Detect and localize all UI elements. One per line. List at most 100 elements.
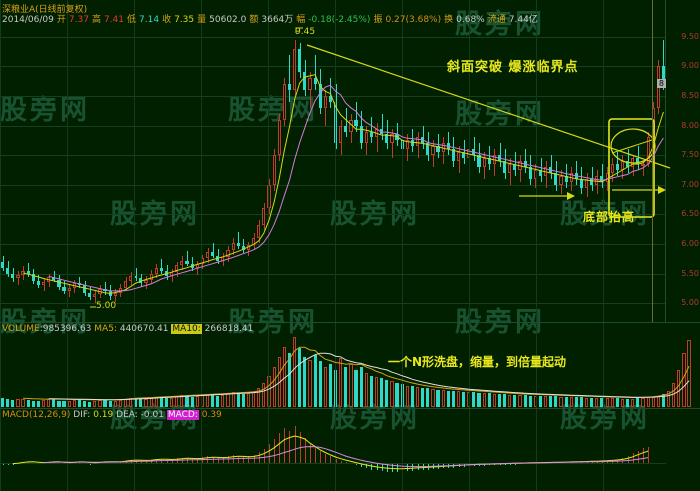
grid-line-vertical xyxy=(268,323,269,409)
macd-dea-label: DEA: xyxy=(116,410,138,420)
volume-bar xyxy=(195,396,199,407)
volume-bar xyxy=(170,397,174,407)
grid-line-vertical xyxy=(268,409,269,491)
grid-line-vertical xyxy=(469,409,470,491)
price-panel: 9.50 9.00 8.50 8.00 7.50 7.00 6.50 6.00 5.50 5.00… xyxy=(0,0,700,322)
volume-bar xyxy=(16,399,20,407)
price-axis[interactable]: 9.50 9.00 8.50 8.00 7.50 7.00 6.50 6.00 5.50 5.00 xyxy=(666,0,700,322)
candle-body xyxy=(544,167,548,176)
candle-body xyxy=(231,242,235,250)
candle-wick xyxy=(382,113,383,141)
macd-histogram-bar xyxy=(305,438,306,463)
macd-panel xyxy=(0,408,700,491)
candle-body xyxy=(482,158,486,168)
candle-body xyxy=(175,265,179,273)
candle-wick xyxy=(371,116,372,144)
candle-body xyxy=(451,149,455,162)
quote-field-label: 流通 xyxy=(487,15,506,25)
volume-bar xyxy=(354,369,358,407)
volume-bar xyxy=(677,369,681,407)
volume-bar xyxy=(631,398,635,407)
price-axis-tick: 5.00 xyxy=(681,298,699,308)
volume-bar xyxy=(369,375,374,407)
volume-bar xyxy=(318,361,322,407)
volume-bar xyxy=(503,394,507,407)
candle-body xyxy=(354,119,358,126)
volume-bar xyxy=(47,399,51,407)
candle-body xyxy=(129,275,133,281)
candle-body xyxy=(47,277,51,282)
grid-line-vertical xyxy=(201,323,202,409)
candle-body xyxy=(26,270,30,274)
volume-bar xyxy=(113,400,117,407)
candle-wick xyxy=(643,160,644,177)
candle-body xyxy=(497,155,502,162)
macd-histogram-bar xyxy=(382,463,383,472)
candle-body xyxy=(149,273,153,280)
grid-line-vertical xyxy=(201,0,202,322)
candle-body xyxy=(646,137,650,165)
macd-dif-label: DIF: xyxy=(73,410,91,420)
candle-body xyxy=(144,279,148,284)
candle-body xyxy=(415,137,420,147)
candle-body xyxy=(1,261,5,268)
volume-bar xyxy=(211,394,215,407)
candle-body xyxy=(185,260,189,265)
grid-line-vertical xyxy=(201,409,202,491)
candle-body xyxy=(241,246,245,250)
grid-line-vertical xyxy=(603,323,604,409)
candle-body xyxy=(226,249,230,257)
volume-bar xyxy=(508,394,512,407)
macd-histogram-bar xyxy=(310,443,311,463)
candle-body xyxy=(262,208,266,226)
candle-body xyxy=(118,287,122,293)
candle-body xyxy=(554,172,558,185)
grid-line-vertical xyxy=(536,0,537,322)
volume-name: VOLUME xyxy=(2,324,40,334)
candle-body xyxy=(374,128,379,138)
price-axis-tick: 7.00 xyxy=(681,179,699,189)
macd-histogram-bar xyxy=(3,463,4,466)
chart-title: 深粮业A(日线前复权) xyxy=(2,5,88,15)
volume-bar xyxy=(472,392,476,407)
macd-histogram-bar xyxy=(300,432,301,463)
candle-body xyxy=(52,277,56,280)
quote-field-value: -0.18(-2.45%) xyxy=(308,15,371,25)
candle-body xyxy=(41,281,46,286)
macd-histogram-bar xyxy=(315,446,316,463)
macd-histogram-bar xyxy=(289,430,290,463)
grid-line-vertical xyxy=(67,323,68,409)
quote-field-label: 收 xyxy=(162,15,172,25)
volume-bar xyxy=(672,382,676,407)
volume-bar xyxy=(374,376,379,407)
volume-bar xyxy=(108,401,112,407)
volume-bar xyxy=(149,397,153,407)
macd-histogram-bar xyxy=(207,456,208,463)
volume-value: 985396.63 xyxy=(42,324,92,334)
candle-body xyxy=(636,158,640,165)
low-price-label: 5.00 xyxy=(96,301,117,311)
macd-histogram-bar xyxy=(330,456,331,463)
candle-body xyxy=(113,292,117,297)
grid-line-vertical xyxy=(335,409,336,491)
macd-histogram-bar xyxy=(392,463,393,473)
macd-histogram-bar xyxy=(274,438,275,463)
candle-body xyxy=(344,125,348,132)
volume-bar xyxy=(139,399,143,407)
volume-bar xyxy=(205,393,210,407)
macd-histogram-bar xyxy=(279,433,280,463)
quote-field-label: 振 xyxy=(373,15,383,25)
volume-indicator-header: VOLUME:985396.63 MA5: 440670.41 MA10: 26… xyxy=(2,324,254,334)
macd-histogram-bar xyxy=(643,448,644,463)
volume-bar xyxy=(380,378,384,407)
volume-bar xyxy=(1,398,5,407)
candle-body xyxy=(595,175,599,185)
candle-body xyxy=(610,164,614,173)
volume-bar xyxy=(620,398,625,407)
volume-bar xyxy=(277,356,281,407)
macd-histogram-bar xyxy=(628,456,629,463)
macd-histogram-bar xyxy=(238,455,239,463)
candle-body xyxy=(405,140,409,150)
candle-body xyxy=(518,161,522,170)
candle-body xyxy=(67,287,71,292)
